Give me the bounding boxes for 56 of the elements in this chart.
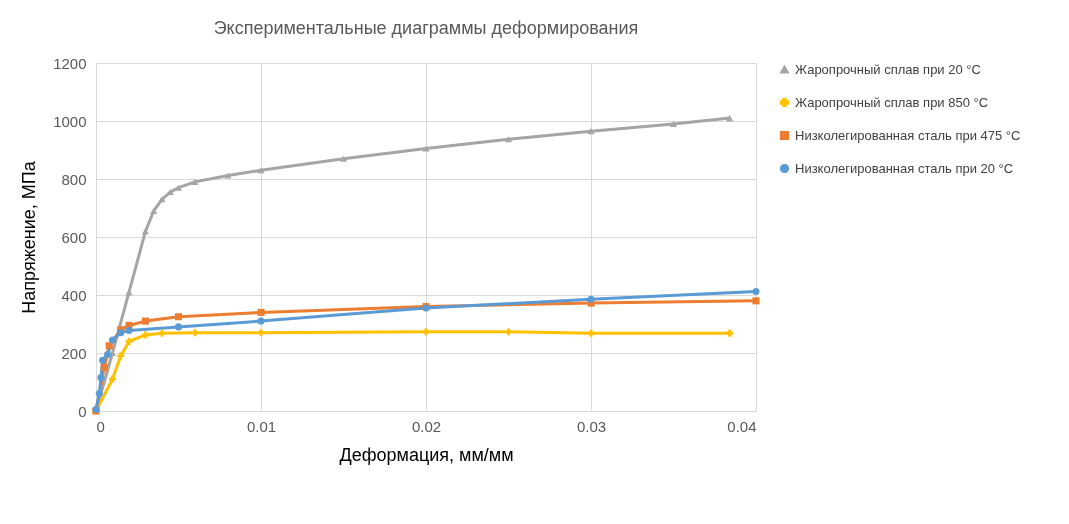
point bbox=[108, 375, 117, 383]
point bbox=[99, 356, 107, 364]
point bbox=[105, 342, 113, 350]
point bbox=[108, 336, 117, 344]
point bbox=[669, 120, 678, 127]
x-axis-title: Деформация, мм/мм bbox=[339, 444, 514, 465]
y-axis-title: Напряжение, МПа bbox=[19, 160, 40, 314]
point bbox=[150, 207, 158, 214]
x-tick-label: 0.01 bbox=[246, 417, 277, 435]
point bbox=[104, 350, 112, 358]
point bbox=[587, 295, 595, 303]
point bbox=[504, 136, 513, 143]
point bbox=[174, 323, 183, 331]
point bbox=[100, 363, 108, 372]
point bbox=[339, 155, 348, 162]
x-tick-label: 0.03 bbox=[576, 417, 607, 435]
point bbox=[752, 297, 760, 305]
legend-label: Низколегированная сталь при 475 °C bbox=[795, 127, 1021, 143]
point bbox=[117, 352, 125, 360]
point bbox=[752, 287, 760, 296]
x-tick-label: 0 bbox=[96, 417, 105, 435]
point bbox=[587, 128, 595, 135]
point bbox=[191, 329, 199, 337]
point bbox=[97, 374, 105, 382]
legend-label: Жаропрочный сплав при 850 °C bbox=[795, 94, 989, 110]
y-tick-label: 200 bbox=[61, 344, 87, 362]
point bbox=[422, 328, 430, 336]
point bbox=[726, 329, 734, 337]
point bbox=[224, 172, 232, 179]
point bbox=[141, 228, 150, 235]
point bbox=[257, 317, 265, 325]
point bbox=[422, 145, 430, 152]
x-tick-label: 0.04 bbox=[727, 417, 757, 435]
point bbox=[257, 308, 265, 316]
point bbox=[587, 329, 595, 337]
y-tick-label: 0 bbox=[78, 402, 87, 420]
point bbox=[158, 329, 166, 337]
legend-label: Жаропрочный сплав при 20 °C bbox=[795, 61, 981, 77]
y-tick-label: 400 bbox=[61, 286, 87, 304]
point bbox=[141, 317, 150, 325]
point bbox=[191, 178, 199, 185]
legend-label: Низколегированная сталь при 20 °C bbox=[795, 160, 1014, 176]
y-tick-label: 1200 bbox=[53, 54, 87, 72]
y-tick-label: 600 bbox=[61, 228, 87, 246]
point bbox=[125, 326, 133, 334]
point bbox=[95, 390, 103, 398]
point bbox=[141, 331, 150, 339]
point bbox=[257, 329, 265, 337]
y-tick-label: 1000 bbox=[53, 112, 87, 130]
point bbox=[174, 313, 183, 321]
point bbox=[125, 337, 133, 345]
x-tick-label: 0.02 bbox=[411, 417, 442, 435]
point bbox=[504, 328, 513, 336]
y-tick-label: 800 bbox=[61, 170, 87, 188]
chart-title: Экспериментальные диаграммы деформирования bbox=[213, 18, 639, 38]
point bbox=[726, 115, 734, 122]
